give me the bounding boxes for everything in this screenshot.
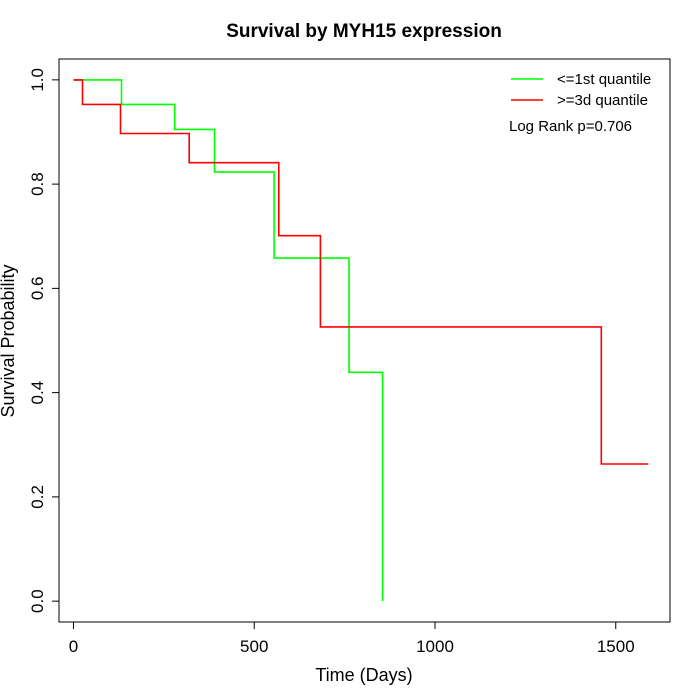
x-tick-label: 1500 — [597, 637, 635, 656]
legend: <=1st quantile >=3d quantile — [511, 71, 651, 109]
y-tick-label: 0.8 — [28, 172, 47, 196]
x-axis: 0 500 1000 1500 — [69, 621, 635, 656]
x-tick-label: 1000 — [416, 637, 454, 656]
x-axis-label: Time (Days) — [315, 665, 412, 685]
y-tick-label: 0.6 — [28, 277, 47, 301]
y-tick-label: 0.2 — [28, 485, 47, 509]
y-axis-label: Survival Probability — [0, 264, 18, 417]
legend-label-1: >=3d quantile — [557, 92, 648, 109]
series-line-0 — [73, 79, 384, 602]
x-tick-label: 500 — [240, 637, 268, 656]
y-tick-label: 0.0 — [28, 589, 47, 613]
series-line-1 — [73, 79, 649, 465]
legend-label-0: <=1st quantile — [557, 71, 651, 88]
series-layer — [73, 79, 649, 602]
y-tick-label: 1.0 — [28, 68, 47, 92]
log-rank-annotation: Log Rank p=0.706 — [509, 118, 632, 135]
y-tick-label: 0.4 — [28, 381, 47, 405]
x-tick-label: 0 — [69, 637, 78, 656]
y-axis: 0.0 0.2 0.4 0.6 0.8 1.0 — [28, 68, 60, 613]
chart-title: Survival by MYH15 expression — [226, 21, 502, 42]
